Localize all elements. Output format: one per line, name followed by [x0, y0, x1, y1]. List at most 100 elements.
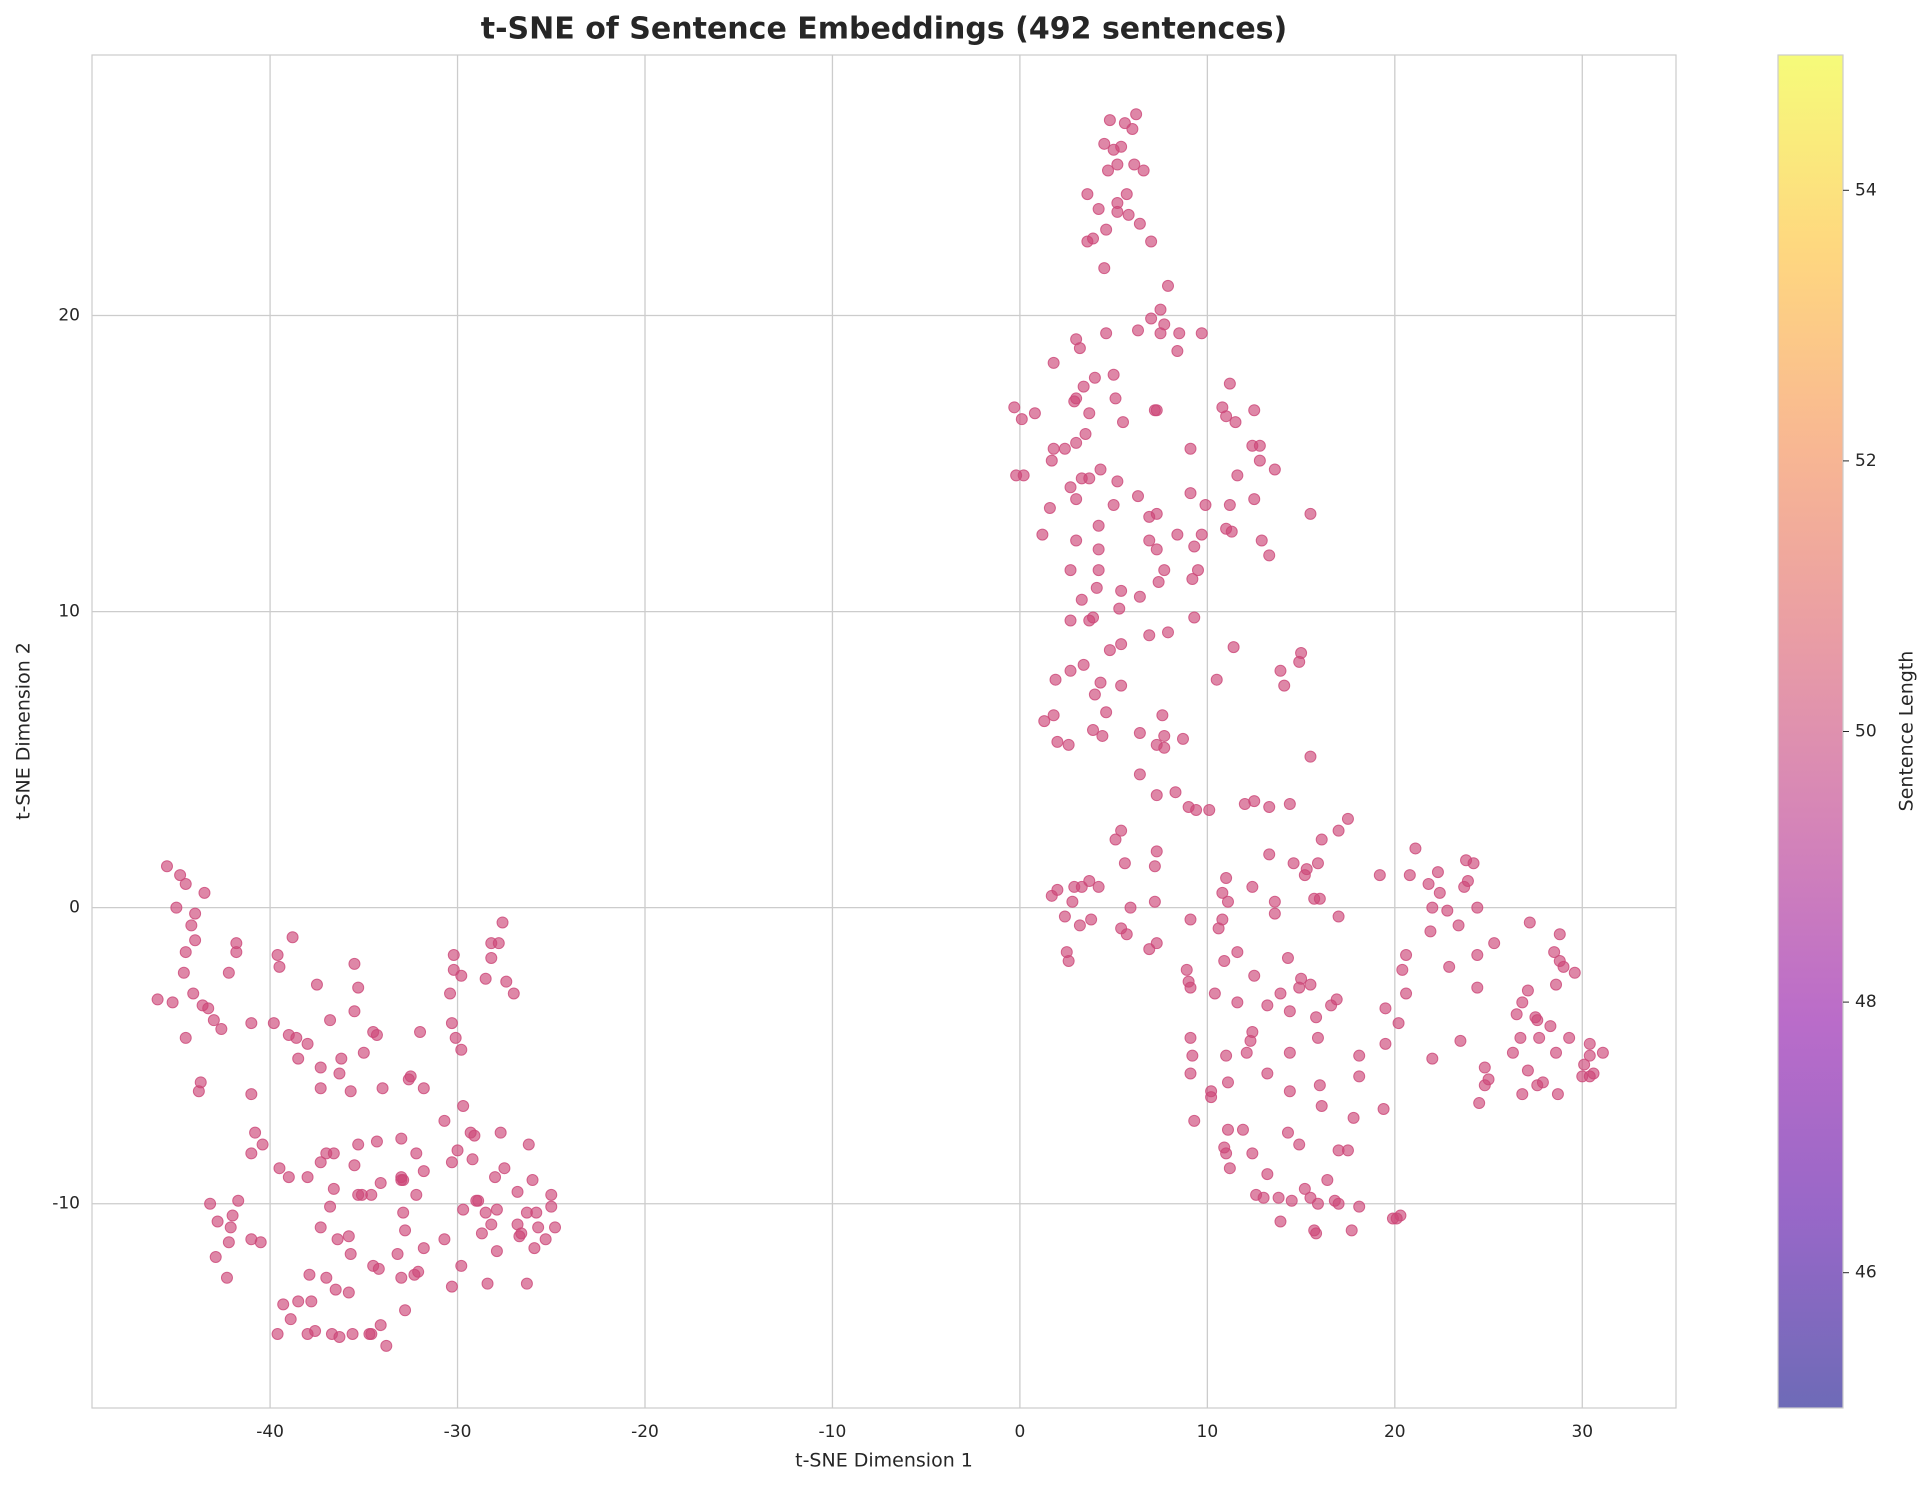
point — [1161, 626, 1174, 639]
point — [1221, 1076, 1234, 1089]
point — [1583, 1049, 1596, 1062]
point — [1117, 416, 1130, 429]
point — [1255, 534, 1268, 547]
point — [222, 1236, 235, 1249]
point — [1058, 910, 1071, 923]
point — [1064, 564, 1077, 577]
point — [455, 1043, 468, 1056]
point — [1047, 356, 1060, 369]
point — [204, 1197, 217, 1210]
point — [1400, 949, 1413, 962]
point — [1293, 1138, 1306, 1151]
point — [1102, 164, 1115, 177]
point — [1506, 1046, 1519, 1059]
point — [151, 993, 164, 1006]
point — [1188, 1114, 1201, 1127]
point — [1073, 342, 1086, 355]
point — [1210, 673, 1223, 686]
point — [1220, 410, 1233, 423]
point — [1231, 946, 1244, 959]
point — [365, 1188, 378, 1201]
point — [333, 1067, 346, 1080]
point — [1531, 1014, 1544, 1027]
point — [475, 1227, 488, 1240]
point — [1510, 1008, 1523, 1021]
point — [1195, 327, 1208, 340]
point — [1261, 1168, 1274, 1181]
point — [1304, 978, 1317, 991]
point — [327, 1147, 340, 1160]
point — [1373, 869, 1386, 882]
point — [1120, 188, 1133, 201]
point — [1452, 919, 1465, 932]
x-tick-label: 30 — [1571, 1422, 1593, 1442]
point — [1315, 1100, 1328, 1113]
point — [1088, 371, 1101, 384]
point — [1100, 223, 1113, 236]
point — [357, 1046, 370, 1059]
point — [522, 1138, 535, 1151]
point — [267, 1017, 280, 1030]
point — [1568, 966, 1581, 979]
point — [530, 1206, 543, 1219]
point — [1212, 922, 1225, 935]
point — [282, 1171, 295, 1184]
point — [1533, 1031, 1546, 1044]
point — [1433, 886, 1446, 899]
point — [532, 1221, 545, 1234]
point — [1253, 439, 1266, 452]
point — [1186, 573, 1199, 586]
point — [1390, 1212, 1403, 1225]
point — [1274, 664, 1287, 677]
point — [1422, 877, 1435, 890]
point — [1379, 1002, 1392, 1015]
point — [1341, 1144, 1354, 1157]
point — [1246, 1147, 1259, 1160]
point — [1240, 1046, 1253, 1059]
point — [1268, 895, 1281, 908]
point — [410, 1147, 423, 1160]
point — [1094, 463, 1107, 476]
point — [1036, 528, 1049, 541]
point — [438, 1114, 451, 1127]
point — [1311, 857, 1324, 870]
x-tick-label: -30 — [444, 1422, 472, 1442]
point — [232, 1194, 245, 1207]
point — [1098, 262, 1111, 275]
point — [1096, 729, 1109, 742]
point — [1128, 158, 1141, 171]
y-tick-label: -10 — [52, 1194, 80, 1214]
point — [1087, 724, 1100, 737]
point — [490, 1245, 503, 1258]
point — [1081, 188, 1094, 201]
point — [1083, 614, 1096, 627]
point — [1098, 137, 1111, 150]
point — [1184, 1067, 1197, 1080]
point — [335, 1052, 348, 1065]
point — [1064, 481, 1077, 494]
point — [1154, 303, 1167, 316]
point — [301, 1171, 314, 1184]
point — [395, 1174, 408, 1187]
point — [224, 1221, 237, 1234]
point — [1268, 907, 1281, 920]
point — [1523, 916, 1536, 929]
point — [1107, 368, 1120, 381]
point — [1263, 549, 1276, 562]
point — [1143, 510, 1156, 523]
point — [1133, 768, 1146, 781]
point — [374, 1176, 387, 1189]
point — [1092, 202, 1105, 215]
point — [273, 1162, 286, 1175]
point — [305, 1295, 318, 1308]
point — [160, 860, 173, 873]
point — [1396, 963, 1409, 976]
point — [445, 1017, 458, 1030]
point — [370, 1028, 383, 1041]
point — [1008, 401, 1021, 414]
point — [1184, 913, 1197, 926]
point — [1062, 738, 1075, 751]
point — [220, 1271, 233, 1284]
point — [222, 966, 235, 979]
